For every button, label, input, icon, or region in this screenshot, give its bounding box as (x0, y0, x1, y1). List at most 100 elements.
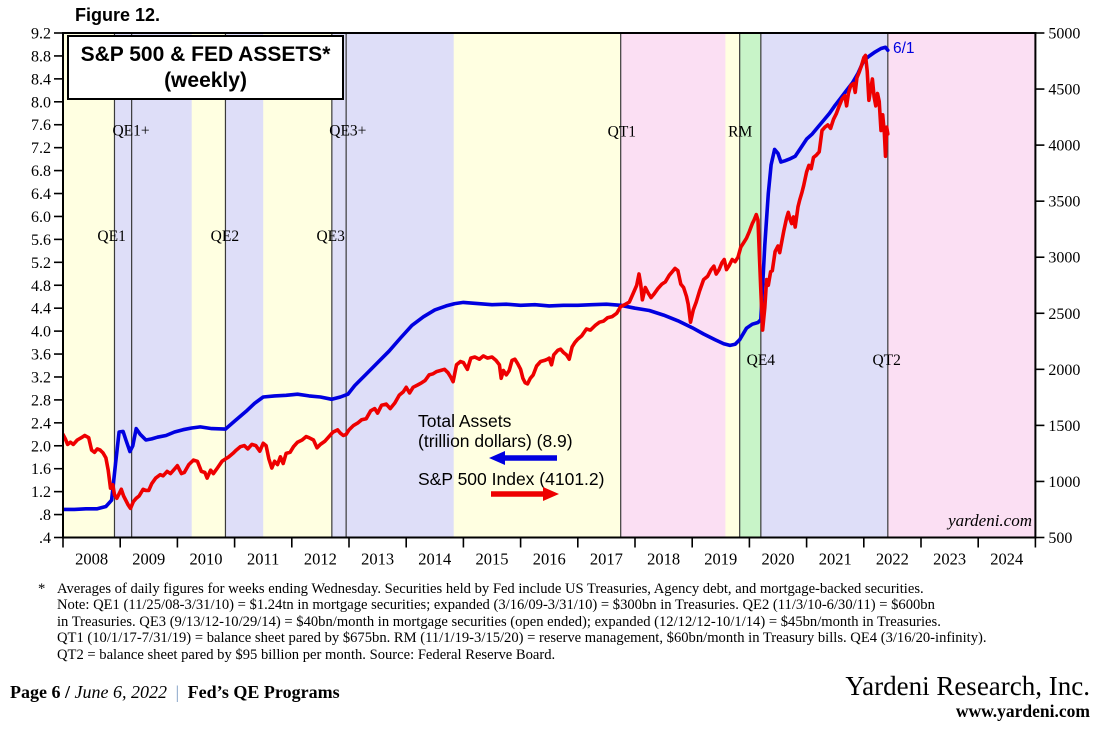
page-number: Page 6 (10, 682, 61, 702)
svg-text:4000: 4000 (1048, 138, 1080, 155)
svg-text:4.0: 4.0 (31, 324, 51, 341)
svg-text:500: 500 (1048, 530, 1072, 547)
footer-separator-2: | (175, 682, 180, 702)
svg-text:2017: 2017 (590, 550, 623, 569)
chart-canvas: 9.2 8.8 8.4 8.0 7.6 7.2 6.8 6.4 6.0 5.6 5.2 4.8 4.4 4… (31, 26, 1080, 569)
svg-text:5.6: 5.6 (31, 232, 51, 249)
svg-text:2500: 2500 (1048, 306, 1080, 323)
figure-label: Figure 12. (75, 5, 161, 25)
legend-sp500-label: S&P 500 Index (4101.2) (418, 469, 604, 489)
footnote-line: Averages of daily figures for weeks endi… (57, 581, 924, 597)
svg-text:2.8: 2.8 (31, 392, 51, 409)
band-lavender (331, 33, 454, 538)
annotation-qe4: QE4 (747, 352, 776, 369)
annotation-qe1-: QE1+ (112, 122, 149, 139)
annotation-qe2: QE2 (211, 228, 239, 245)
legend-total-assets-line2: (trillion dollars) (8.9) (418, 431, 573, 451)
svg-text:2012: 2012 (304, 550, 337, 569)
svg-text:2020: 2020 (762, 550, 795, 569)
right-axis: 5000 4500 4000 3500 3000 2500 2000 1500 1000 500 (1035, 26, 1080, 547)
svg-text:3.2: 3.2 (31, 369, 51, 386)
chart-title-line1: S&P 500 & FED ASSETS* (80, 42, 331, 66)
series-group (62, 45, 890, 512)
annotation-qe3: QE3 (316, 228, 345, 245)
footnote-line: in Treasuries. QE3 (9/13/12-10/29/14) = … (57, 613, 941, 630)
svg-text:2011: 2011 (247, 550, 279, 569)
svg-text:2019: 2019 (704, 550, 737, 569)
svg-text:3500: 3500 (1048, 194, 1080, 211)
svg-text:1500: 1500 (1048, 418, 1080, 435)
legend-total-assets-line1: Total Assets (418, 411, 512, 431)
svg-text:.8: .8 (39, 507, 51, 524)
svg-text:8.0: 8.0 (31, 94, 51, 111)
company-website: www.yardeni.com (955, 701, 1090, 721)
watermark: yardeni.com (948, 511, 1032, 530)
x-axis: 2008 2009 2010 2011 2012 2013 2014 2015 2016 2017… (62, 537, 1037, 569)
chart-title-line2: (weekly) (164, 68, 247, 92)
svg-text:.4: .4 (39, 530, 51, 547)
footnote-line: QT2 = balance sheet pared by $95 billion… (57, 646, 556, 663)
series-total-assets (62, 45, 890, 512)
svg-text:5.2: 5.2 (31, 255, 51, 272)
svg-text:2023: 2023 (933, 550, 966, 569)
legend-total-assets-label: Total Assets (trillion dollars) (8.9) (418, 411, 573, 451)
sp500-arrow-icon (491, 487, 559, 501)
svg-text:2016: 2016 (533, 550, 566, 569)
footer-date: June 6, 2022 (74, 682, 167, 702)
svg-text:2000: 2000 (1048, 362, 1080, 379)
report-title: Fed’s QE Programs (187, 682, 340, 702)
svg-text:2009: 2009 (132, 550, 165, 569)
legend-sp500-line: S&P 500 Index (4101.2) (418, 469, 605, 489)
band-lavender (760, 33, 888, 538)
svg-text:1.2: 1.2 (31, 484, 51, 501)
svg-text:6.4: 6.4 (31, 186, 51, 203)
svg-text:7.2: 7.2 (31, 140, 51, 157)
annotation-qt2: QT2 (872, 352, 900, 369)
annotation-qe1: QE1 (97, 228, 125, 245)
svg-text:2014: 2014 (418, 550, 451, 569)
footer-left: Page 6 / June 6, 2022 | Fed’s QE Program… (10, 682, 340, 703)
svg-text:7.6: 7.6 (31, 117, 51, 134)
svg-text:2010: 2010 (190, 550, 223, 569)
svg-text:4500: 4500 (1048, 82, 1080, 99)
event-lines (113, 33, 889, 538)
svg-text:1.6: 1.6 (31, 461, 51, 478)
svg-text:2022: 2022 (876, 550, 909, 569)
svg-text:4.4: 4.4 (31, 301, 51, 318)
footnote-line: Note: QE1 (11/25/08-3/31/10) = $1.24tn i… (57, 597, 935, 614)
footnote-block: Averages of daily figures for weeks endi… (57, 581, 1097, 663)
company-name: Yardeni Research, Inc. (845, 671, 1090, 701)
svg-text:4.8: 4.8 (31, 278, 51, 295)
band-green (739, 33, 761, 538)
band-lavender (225, 33, 264, 538)
annotation-qt1: QT1 (608, 124, 636, 141)
svg-text:3000: 3000 (1048, 250, 1080, 267)
annotations: QE1 QE1+ QE2 QE3 QE3+ QT1 RM QE4 QT2 6/1 (97, 40, 914, 369)
series-sp500 (62, 53, 890, 511)
svg-text:8.8: 8.8 (31, 48, 51, 65)
band-lavender (114, 33, 192, 538)
svg-text:6.0: 6.0 (31, 209, 51, 226)
svg-text:2015: 2015 (476, 550, 509, 569)
svg-text:1000: 1000 (1048, 474, 1080, 491)
svg-text:2.0: 2.0 (31, 438, 51, 455)
svg-text:8.4: 8.4 (31, 71, 51, 88)
band-pink (887, 33, 1036, 538)
svg-text:2021: 2021 (819, 550, 852, 569)
svg-text:2008: 2008 (75, 550, 108, 569)
annotation-6-1: 6/1 (893, 40, 915, 57)
svg-text:3.6: 3.6 (31, 347, 51, 364)
svg-text:5000: 5000 (1048, 26, 1080, 43)
svg-text:6.8: 6.8 (31, 163, 51, 180)
total-assets-arrow-icon (489, 451, 557, 465)
chart-title-box: S&P 500 & FED ASSETS* (weekly) (67, 35, 344, 100)
svg-text:2.4: 2.4 (31, 415, 51, 432)
svg-text:2024: 2024 (990, 550, 1023, 569)
annotation-rm: RM (728, 124, 752, 141)
svg-text:2013: 2013 (361, 550, 394, 569)
footnote-asterisk: * (38, 581, 46, 597)
footnote-line: QT1 (10/1/17-7/31/19) = balance sheet pa… (57, 630, 987, 647)
footer-separator-1: / (64, 682, 70, 702)
footer-right: Yardeni Research, Inc. www.yardeni.com (845, 671, 1090, 722)
